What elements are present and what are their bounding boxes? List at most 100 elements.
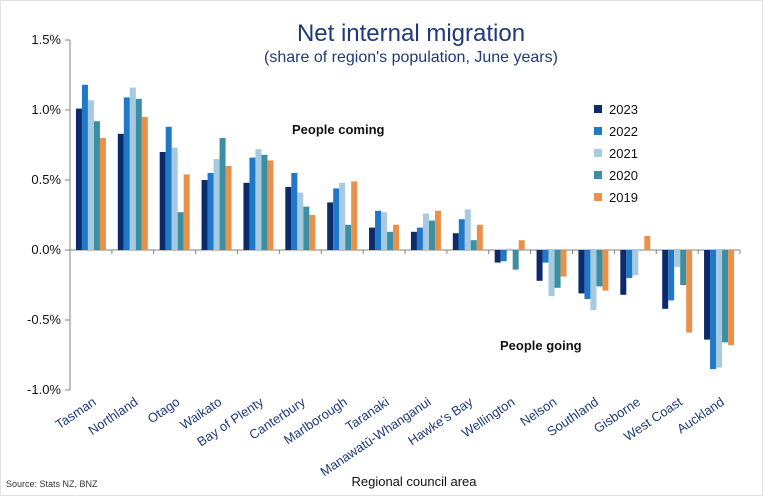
bar-2023	[536, 250, 543, 281]
bar-2021	[548, 250, 555, 297]
bars	[75, 84, 741, 369]
bar-2020	[387, 231, 394, 250]
bar-2020	[722, 250, 729, 343]
x-axis-title: Regional council area	[351, 474, 477, 489]
bar-2019	[183, 174, 190, 250]
legend-swatch-2023	[594, 105, 602, 113]
bar-2019	[728, 250, 735, 346]
chart-subtitle: (share of region's population, June year…	[264, 49, 558, 66]
bar-2021	[674, 250, 681, 267]
bar-2021	[255, 149, 262, 250]
bar-2023	[369, 227, 376, 250]
bar-2022	[207, 173, 214, 250]
bar-2019	[309, 215, 316, 250]
legend-label-2020: 2020	[609, 168, 638, 183]
bar-2022	[458, 219, 465, 250]
bar-2019	[686, 250, 693, 333]
bar-2019	[434, 210, 441, 250]
bar-2022	[584, 250, 591, 299]
bar-2023	[201, 180, 208, 250]
bar-2021	[213, 159, 220, 250]
bar-2019	[518, 240, 525, 250]
y-tick-label: 0.0%	[31, 242, 61, 257]
bar-2019	[99, 138, 106, 250]
bar-2023	[117, 133, 124, 250]
bar-2023	[620, 250, 627, 295]
bar-2022	[626, 250, 633, 278]
annotation-people-coming: People coming	[292, 122, 385, 137]
bar-2021	[297, 192, 304, 250]
legend-label-2023: 2023	[609, 102, 638, 117]
bar-2023	[285, 187, 292, 250]
bar-2023	[704, 250, 711, 340]
bar-2021	[422, 213, 429, 250]
bar-2020	[135, 98, 142, 250]
bar-2022	[710, 250, 717, 369]
bar-2019	[225, 166, 232, 250]
bar-2023	[578, 250, 585, 294]
bar-2020	[428, 220, 435, 250]
annotation-people-going: People going	[500, 338, 582, 353]
bar-2022	[500, 250, 507, 262]
bar-2023	[452, 233, 459, 250]
bar-2020	[219, 138, 226, 250]
legend-swatch-2019	[594, 193, 602, 201]
bar-2023	[75, 108, 82, 250]
bar-2021	[381, 212, 388, 250]
bar-2023	[662, 250, 669, 309]
bar-2020	[345, 224, 352, 250]
bar-2019	[476, 224, 483, 250]
bar-2020	[554, 250, 561, 288]
source-note: Source: Stats NZ, BNZ	[6, 479, 98, 489]
bar-2019	[267, 160, 274, 250]
bar-2019	[351, 181, 358, 250]
bar-2020	[93, 121, 100, 250]
bar-2021	[716, 250, 723, 368]
bar-2021	[632, 250, 639, 276]
bar-2022	[165, 126, 172, 250]
legend: 2023 2022 2021 2020 2019	[594, 102, 638, 205]
bar-2019	[644, 236, 651, 250]
bar-2020	[638, 250, 645, 251]
bar-2020	[512, 250, 519, 270]
bar-2021	[87, 100, 94, 250]
bar-2023	[159, 152, 166, 250]
bar-2022	[81, 84, 88, 250]
bar-2020	[303, 206, 310, 250]
bar-2020	[680, 250, 687, 285]
bar-2019	[602, 250, 609, 291]
y-tick-label: -1.0%	[27, 382, 61, 397]
bar-2021	[506, 248, 513, 250]
bar-2019	[560, 250, 567, 277]
bar-2022	[291, 173, 298, 250]
bar-2021	[590, 250, 597, 311]
y-tick-label: 0.5%	[31, 172, 61, 187]
bar-2021	[171, 147, 178, 250]
bar-2021	[129, 87, 136, 250]
legend-label-2019: 2019	[609, 190, 638, 205]
bar-2020	[596, 250, 603, 287]
bar-2022	[542, 250, 549, 263]
legend-swatch-2022	[594, 127, 602, 135]
bar-2022	[416, 227, 423, 250]
chart-title: Net internal migration	[297, 20, 525, 47]
legend-label-2022: 2022	[609, 124, 638, 139]
bar-2021	[339, 182, 346, 250]
bar-2023	[327, 202, 334, 250]
legend-swatch-2020	[594, 171, 602, 179]
bar-2020	[261, 154, 268, 250]
y-tick-label: 1.0%	[31, 102, 61, 117]
bar-2022	[123, 97, 130, 251]
bar-2023	[494, 250, 501, 263]
bar-2020	[470, 240, 477, 250]
bar-2023	[410, 231, 417, 250]
bar-2023	[243, 182, 250, 250]
bar-2019	[393, 224, 400, 250]
bar-2022	[333, 188, 340, 250]
bar-2021	[464, 209, 471, 250]
bar-2022	[249, 157, 256, 250]
bar-2020	[177, 212, 184, 250]
bar-2022	[375, 210, 382, 250]
